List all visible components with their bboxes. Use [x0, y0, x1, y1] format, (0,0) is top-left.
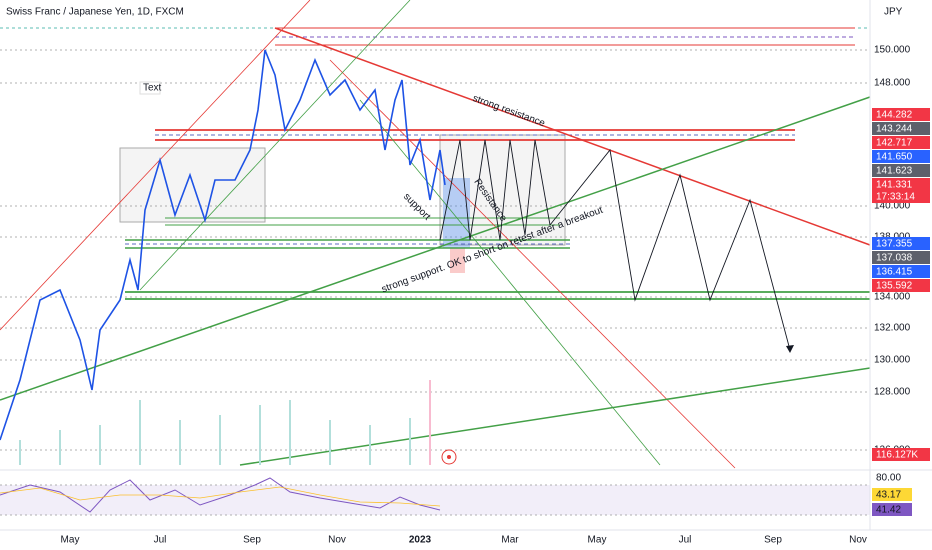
time-axis-label: Sep — [243, 535, 261, 546]
projection — [439, 139, 791, 351]
position-box — [450, 248, 465, 273]
price-tag-bg — [872, 164, 930, 177]
currency: JPY — [884, 7, 903, 18]
price-axis-label: 140.000 — [874, 201, 911, 212]
event-icon[interactable] — [441, 449, 457, 465]
price-tag-bg — [872, 108, 930, 121]
rsi-axis-label: 43.17 — [876, 490, 901, 501]
chart-title: Swiss Franc / Japanese Yen, 1D, FXCM — [6, 7, 184, 18]
time-axis-label: Jul — [679, 535, 692, 546]
price-tag: 137.038 — [872, 251, 930, 264]
price-tag-label: 141.650 — [876, 152, 913, 163]
rsi-axis-label: 80.00 — [876, 473, 901, 484]
rsi-ma — [0, 486, 441, 507]
levels — [125, 27, 870, 300]
time-axis-label: Nov — [328, 535, 346, 546]
price-tag: 141.623 — [872, 164, 930, 177]
price-tag-bg — [872, 190, 930, 203]
rsi-tag-bg — [872, 488, 912, 501]
price-tag-label: 141.331 — [876, 180, 913, 191]
rsi-line — [0, 477, 441, 513]
price-tag-bg — [872, 279, 930, 292]
price-tag: 137.355 — [872, 237, 930, 250]
price-axis-label: 128.000 — [874, 387, 911, 398]
price-tag: 141.650 — [872, 150, 930, 163]
price-tag-bg — [872, 150, 930, 163]
price-tag-label: 142.717 — [876, 138, 913, 149]
price-axis-label: 148.000 — [874, 78, 911, 89]
price-tag-label: 144.282 — [876, 110, 913, 121]
price-tag-label: 137.038 — [876, 253, 913, 264]
rsi-band — [0, 485, 870, 515]
price-axis-label: 132.000 — [874, 323, 911, 334]
price-tag-label: 136.415 — [876, 267, 913, 278]
price-tag-label: 17:33:14 — [876, 192, 915, 203]
price-tag-bg — [872, 448, 930, 461]
price-tag: 135.592 — [872, 279, 930, 292]
price-line — [0, 49, 446, 441]
time-axis-label: May — [61, 535, 80, 546]
annotation: Text — [143, 83, 162, 94]
price-tag: 141.331 — [872, 178, 930, 191]
time-axis-label: Nov — [849, 535, 867, 546]
price-tag-label: 135.592 — [876, 281, 913, 292]
price-tag-label: 116.127K — [876, 450, 918, 461]
position-box — [443, 178, 470, 248]
time-axis-label: Jul — [154, 535, 167, 546]
volume — [19, 380, 431, 465]
price-tag-bg — [872, 136, 930, 149]
price-axis-label: 134.000 — [874, 292, 911, 303]
price-tag-bg — [872, 237, 930, 250]
price-tag-bg — [872, 122, 930, 135]
price-tag: 116.127K — [872, 448, 930, 461]
price-tag: 17:33:14 — [872, 190, 930, 203]
price-tag-label: 143.244 — [876, 124, 913, 135]
trend-lines — [0, 0, 871, 469]
event-icon-dot — [447, 455, 451, 459]
price-tag-bg — [872, 178, 930, 191]
time-axis-label: Sep — [764, 535, 782, 546]
price-axis-label: 130.000 — [874, 355, 911, 366]
text-box — [139, 81, 161, 95]
price-axis-label: 150.000 — [874, 45, 911, 56]
price-tag-bg — [872, 265, 930, 278]
price-tag-label: 141.623 — [876, 166, 913, 177]
arrow-head — [786, 345, 794, 353]
time-axis-label: Mar — [501, 535, 519, 546]
time-axis-label: May — [588, 535, 607, 546]
price-tag: 143.244 — [872, 122, 930, 135]
price-tag-label: 137.355 — [876, 239, 913, 250]
rsi-axis-label: 41.42 — [876, 505, 901, 516]
rsi-tag-bg — [872, 503, 912, 516]
price-tag: 136.415 — [872, 265, 930, 278]
price-tag: 142.717 — [872, 136, 930, 149]
price-tag-bg — [872, 251, 930, 264]
time-axis-label: 2023 — [409, 535, 432, 546]
price-tag: 144.282 — [872, 108, 930, 121]
